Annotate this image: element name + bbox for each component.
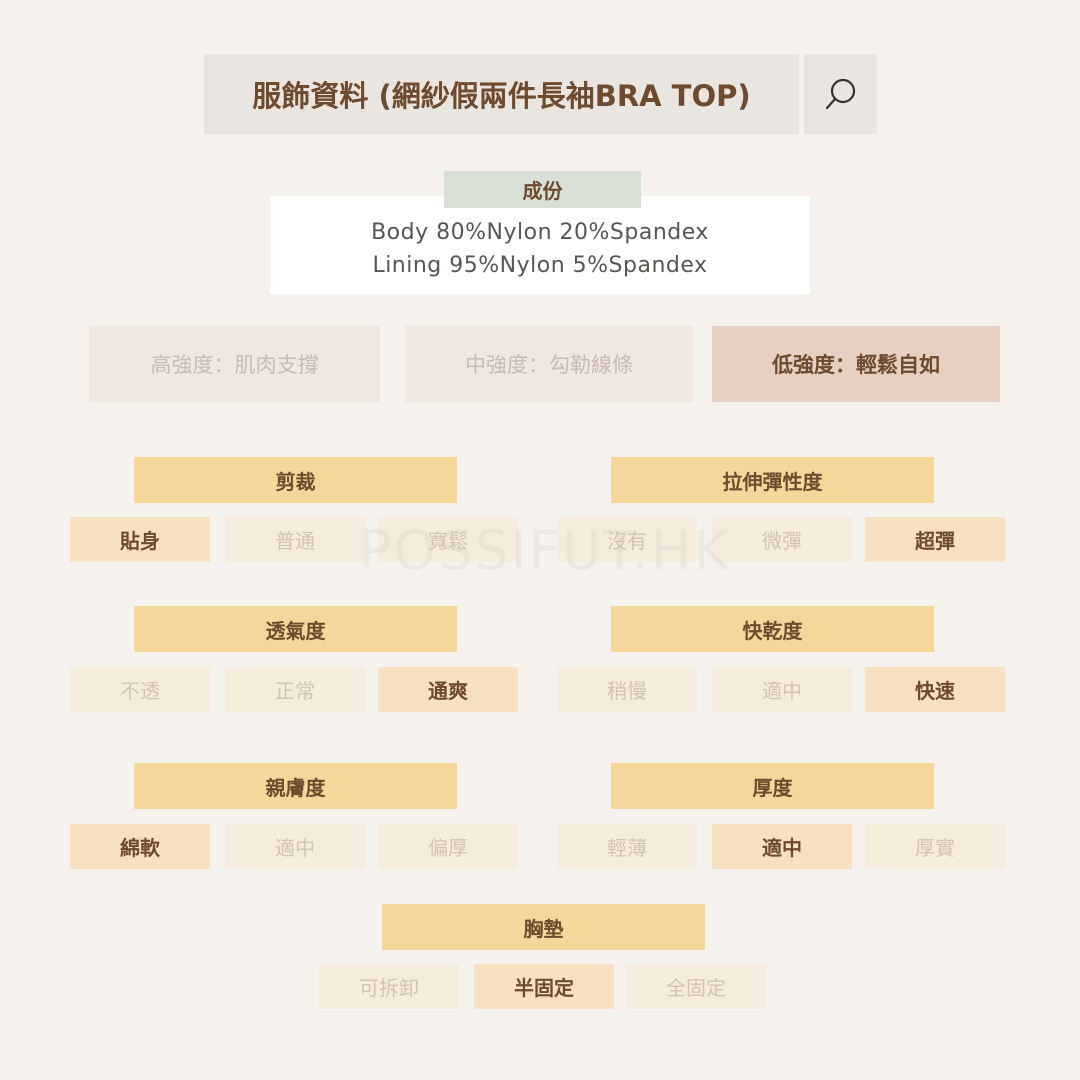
option-button[interactable]: 適中 — [712, 824, 852, 869]
option-button[interactable]: 半固定 — [474, 964, 614, 1009]
group-header: 拉伸彈性度 — [611, 457, 934, 503]
composition-label: 成份 — [444, 171, 641, 208]
option-button[interactable]: 適中 — [225, 824, 365, 869]
intensity-low[interactable]: 低強度：輕鬆自如 — [712, 326, 1000, 402]
composition-box: Body 80%Nylon 20%Spandex Lining 95%Nylon… — [270, 196, 810, 294]
group-header: 親膚度 — [134, 763, 457, 809]
search-button[interactable] — [804, 54, 877, 134]
composition-line-lining: Lining 95%Nylon 5%Spandex — [372, 253, 708, 278]
option-button[interactable]: 輕薄 — [557, 824, 697, 869]
group-header: 快乾度 — [611, 606, 934, 652]
composition-line-body: Body 80%Nylon 20%Spandex — [371, 220, 709, 245]
option-button[interactable]: 稍慢 — [557, 667, 697, 712]
option-button[interactable]: 正常 — [225, 667, 365, 712]
page-title: 服飾資料 (網紗假兩件長袖BRA TOP) — [204, 54, 799, 134]
option-button[interactable]: 寬鬆 — [378, 517, 518, 562]
option-button[interactable]: 綿軟 — [70, 824, 210, 869]
group-header: 透氣度 — [134, 606, 457, 652]
option-button[interactable]: 厚實 — [865, 824, 1005, 869]
option-button[interactable]: 全固定 — [626, 964, 766, 1009]
group-header: 胸墊 — [382, 904, 705, 950]
option-button[interactable]: 微彈 — [712, 517, 852, 562]
group-header: 厚度 — [611, 763, 934, 809]
option-button[interactable]: 通爽 — [378, 667, 518, 712]
option-button[interactable]: 可拆卸 — [319, 964, 459, 1009]
search-icon — [825, 78, 855, 110]
group-header: 剪裁 — [134, 457, 457, 503]
option-button[interactable]: 偏厚 — [378, 824, 518, 869]
option-button[interactable]: 普通 — [225, 517, 365, 562]
intensity-medium[interactable]: 中強度：勾勒線條 — [405, 326, 693, 402]
option-button[interactable]: 適中 — [712, 667, 852, 712]
intensity-high[interactable]: 高強度：肌肉支撐 — [89, 326, 380, 402]
option-button[interactable]: 貼身 — [70, 517, 210, 562]
option-button[interactable]: 快速 — [865, 667, 1005, 712]
option-button[interactable]: 不透 — [70, 667, 210, 712]
option-button[interactable]: 超彈 — [865, 517, 1005, 562]
option-button[interactable]: 沒有 — [557, 517, 697, 562]
